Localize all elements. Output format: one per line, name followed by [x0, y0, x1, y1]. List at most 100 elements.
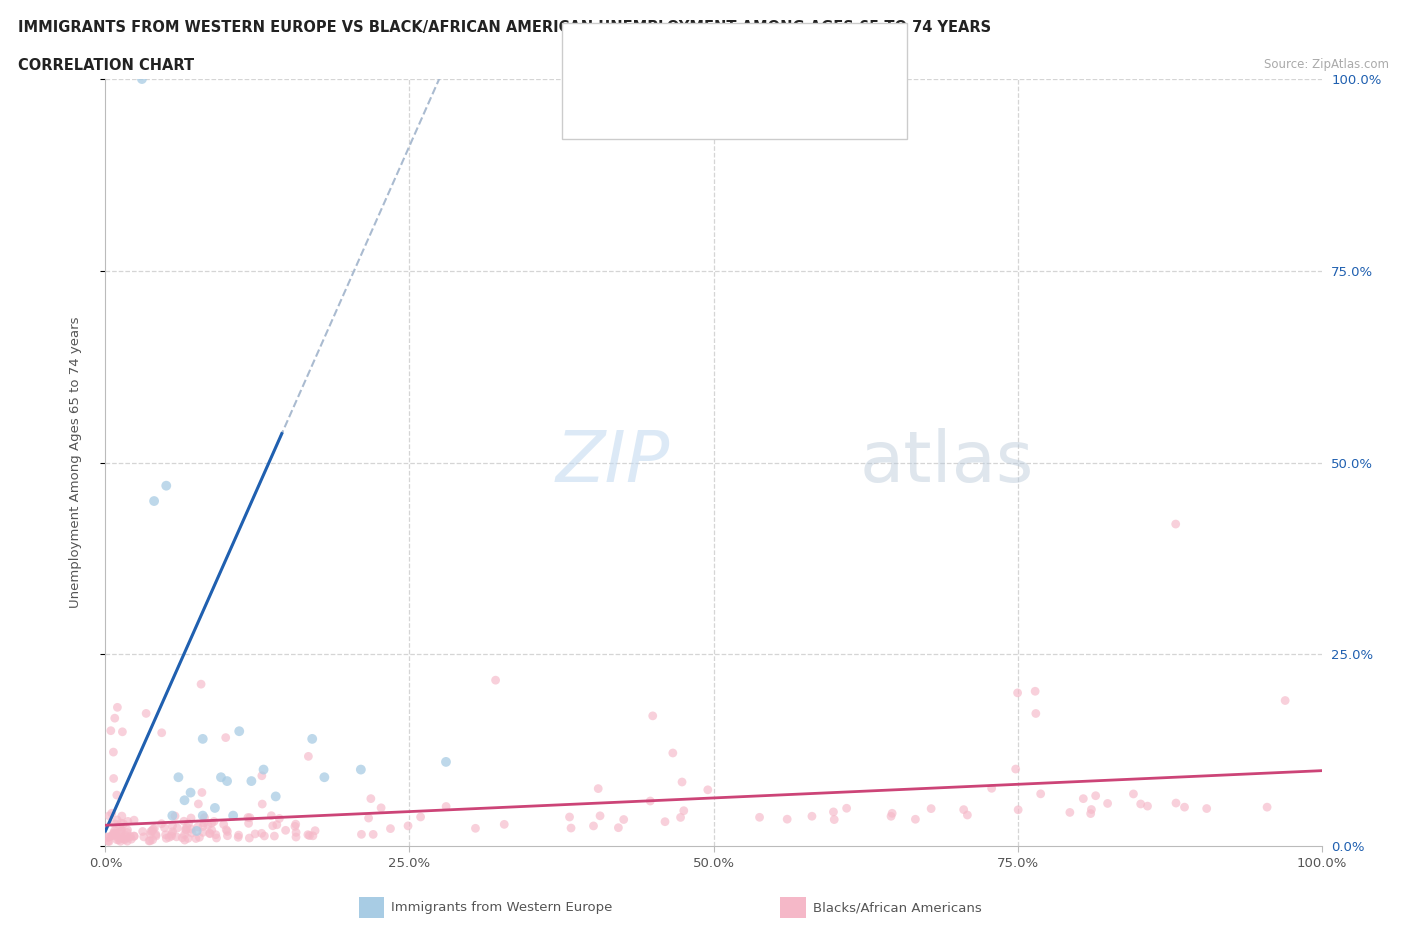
Point — [104, 828, 127, 843]
Point — [115, 825, 138, 840]
Point — [101, 829, 124, 844]
Point — [297, 749, 319, 764]
Point — [173, 827, 195, 842]
Point — [236, 810, 259, 825]
Point — [117, 822, 139, 837]
Point — [263, 829, 285, 844]
Point — [209, 770, 232, 785]
Point — [167, 770, 190, 785]
Point — [1004, 762, 1026, 777]
Point — [607, 820, 630, 835]
Point — [131, 72, 153, 86]
Point — [266, 817, 288, 832]
Point — [589, 808, 612, 823]
Point — [108, 819, 131, 834]
Point — [904, 812, 927, 827]
Point — [297, 828, 319, 843]
Point — [1071, 791, 1094, 806]
Point — [105, 832, 128, 847]
Point — [103, 771, 125, 786]
Point — [155, 830, 177, 845]
Point — [205, 830, 228, 845]
Point — [1164, 517, 1187, 532]
Point — [173, 792, 195, 807]
Point — [302, 829, 325, 844]
Point — [269, 811, 291, 826]
Point — [823, 804, 845, 819]
Point — [252, 763, 274, 777]
Point — [314, 770, 336, 785]
Point — [253, 829, 276, 844]
Point — [139, 827, 162, 842]
Point — [350, 763, 373, 777]
Text: CORRELATION CHART: CORRELATION CHART — [18, 58, 194, 73]
Point — [671, 775, 693, 790]
Point — [494, 817, 516, 831]
Point — [638, 793, 661, 808]
Point — [274, 823, 297, 838]
Point — [191, 819, 214, 834]
Point — [155, 478, 177, 493]
Point — [122, 829, 145, 844]
Point — [586, 781, 609, 796]
Point — [180, 785, 202, 800]
Point — [141, 823, 163, 838]
Text: R =  0.431   N = 196: R = 0.431 N = 196 — [623, 100, 815, 114]
Point — [201, 816, 224, 830]
Point — [212, 817, 235, 832]
Point — [191, 731, 214, 746]
Point — [177, 816, 200, 830]
Point — [672, 804, 695, 818]
Point — [166, 820, 188, 835]
Point — [558, 809, 581, 824]
Point — [115, 833, 138, 848]
Point — [434, 754, 457, 769]
Point — [162, 824, 184, 839]
Point — [111, 724, 134, 739]
Point — [1007, 685, 1029, 700]
Point — [100, 724, 122, 738]
Point — [139, 824, 162, 839]
Point — [122, 813, 145, 828]
Point — [160, 829, 183, 844]
Point — [669, 810, 692, 825]
Point — [198, 826, 221, 841]
Point — [111, 808, 134, 823]
Point — [103, 828, 125, 843]
Point — [396, 818, 419, 833]
Point — [262, 818, 284, 833]
Point — [104, 826, 127, 841]
Point — [880, 809, 903, 824]
Point — [882, 806, 904, 821]
Point — [357, 811, 380, 826]
Point — [264, 789, 287, 804]
Point — [980, 781, 1002, 796]
Point — [181, 826, 204, 841]
Point — [654, 815, 676, 830]
Point — [285, 825, 308, 840]
Point — [1274, 693, 1296, 708]
Point — [238, 830, 260, 845]
Text: Blacks/African Americans: Blacks/African Americans — [813, 901, 981, 914]
Point — [177, 830, 200, 845]
Point — [143, 494, 166, 509]
Point — [103, 825, 125, 840]
Point — [484, 672, 506, 687]
Point — [464, 821, 486, 836]
Point — [202, 814, 225, 829]
Text: Source: ZipAtlas.com: Source: ZipAtlas.com — [1264, 58, 1389, 71]
Point — [150, 817, 173, 831]
Point — [193, 816, 215, 830]
Point — [155, 828, 177, 843]
Point — [240, 774, 263, 789]
Point — [250, 826, 273, 841]
Point — [157, 830, 180, 844]
Point — [135, 706, 157, 721]
Point — [188, 830, 211, 844]
Point — [180, 811, 202, 826]
Point — [1084, 789, 1107, 804]
Point — [191, 825, 214, 840]
Point — [104, 817, 127, 831]
Point — [153, 820, 176, 835]
Point — [800, 809, 823, 824]
